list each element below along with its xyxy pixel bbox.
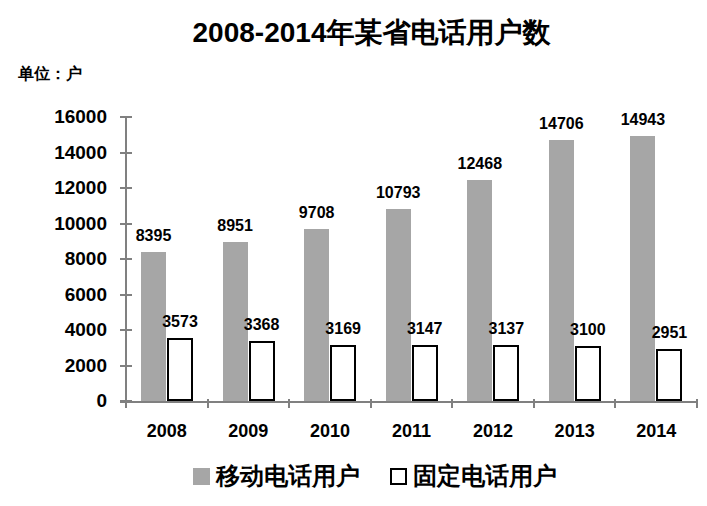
legend: 移动电话用户 固定电话用户 <box>193 460 557 492</box>
x-category-label: 2009 <box>228 420 268 442</box>
bar-2012-series0 <box>467 180 492 401</box>
y-tick-label: 2000 <box>17 356 107 376</box>
bar-2011-series1 <box>412 345 438 401</box>
x-category-label: 2011 <box>392 420 431 442</box>
bar-value-label: 12468 <box>458 155 503 173</box>
bar-value-label: 14943 <box>621 111 666 129</box>
y-tick-label: 10000 <box>17 214 107 234</box>
bar-value-label: 8395 <box>136 227 172 245</box>
bar-2014-series0 <box>630 136 655 401</box>
y-tick-label: 14000 <box>17 143 107 163</box>
x-category-label: 2012 <box>473 420 513 442</box>
y-tick-label: 16000 <box>17 107 107 127</box>
plot-area: 8395 3573 8951 3368 9708 3169 10793 3147 12468 31… <box>126 117 697 401</box>
bar-value-label: 9708 <box>299 204 335 222</box>
bar-value-label: 3573 <box>162 313 198 331</box>
x-category-label: 2010 <box>310 420 350 442</box>
bar-2010-series1 <box>330 345 356 401</box>
bar-2014-series1 <box>656 349 682 401</box>
unit-label: 单位：户 <box>18 64 82 85</box>
legend-label: 移动电话用户 <box>216 460 360 492</box>
bar-2013-series1 <box>575 346 601 401</box>
bar-2010-series0 <box>304 229 329 401</box>
y-tick-label: 12000 <box>17 178 107 198</box>
bar-2009-series1 <box>249 341 275 401</box>
bar-value-label: 3100 <box>570 321 606 339</box>
chart-title: 2008-2014年某省电话用户数 <box>36 14 707 52</box>
legend-label: 固定电话用户 <box>413 460 557 492</box>
bar-value-label: 3147 <box>407 320 443 338</box>
bar-value-label: 10793 <box>376 184 421 202</box>
x-category-label: 2008 <box>147 420 187 442</box>
legend-item-series0: 移动电话用户 <box>193 460 360 492</box>
chart-figure: 2008-2014年某省电话用户数 单位：户 0 2000 4000 6000 8000… <box>0 0 707 506</box>
bar-value-label: 14706 <box>539 115 584 133</box>
bar-value-label: 8951 <box>217 217 253 235</box>
bar-value-label: 3368 <box>244 316 280 334</box>
y-tick-label: 8000 <box>17 249 107 269</box>
bar-2008-series1 <box>167 338 193 401</box>
y-tick-label: 0 <box>17 391 107 411</box>
bar-value-label: 3169 <box>325 320 361 338</box>
bar-2012-series1 <box>493 345 519 401</box>
bar-value-label: 2951 <box>652 324 688 342</box>
bar-2011-series0 <box>386 209 411 401</box>
x-category-label: 2014 <box>636 420 676 442</box>
x-category-label: 2013 <box>555 420 595 442</box>
legend-swatch-icon <box>390 468 407 485</box>
legend-swatch-icon <box>193 468 210 485</box>
legend-item-series1: 固定电话用户 <box>390 460 557 492</box>
bar-value-label: 3137 <box>488 320 524 338</box>
y-tick-label: 6000 <box>17 285 107 305</box>
bar-2013-series0 <box>549 140 574 401</box>
y-tick-label: 4000 <box>17 320 107 340</box>
